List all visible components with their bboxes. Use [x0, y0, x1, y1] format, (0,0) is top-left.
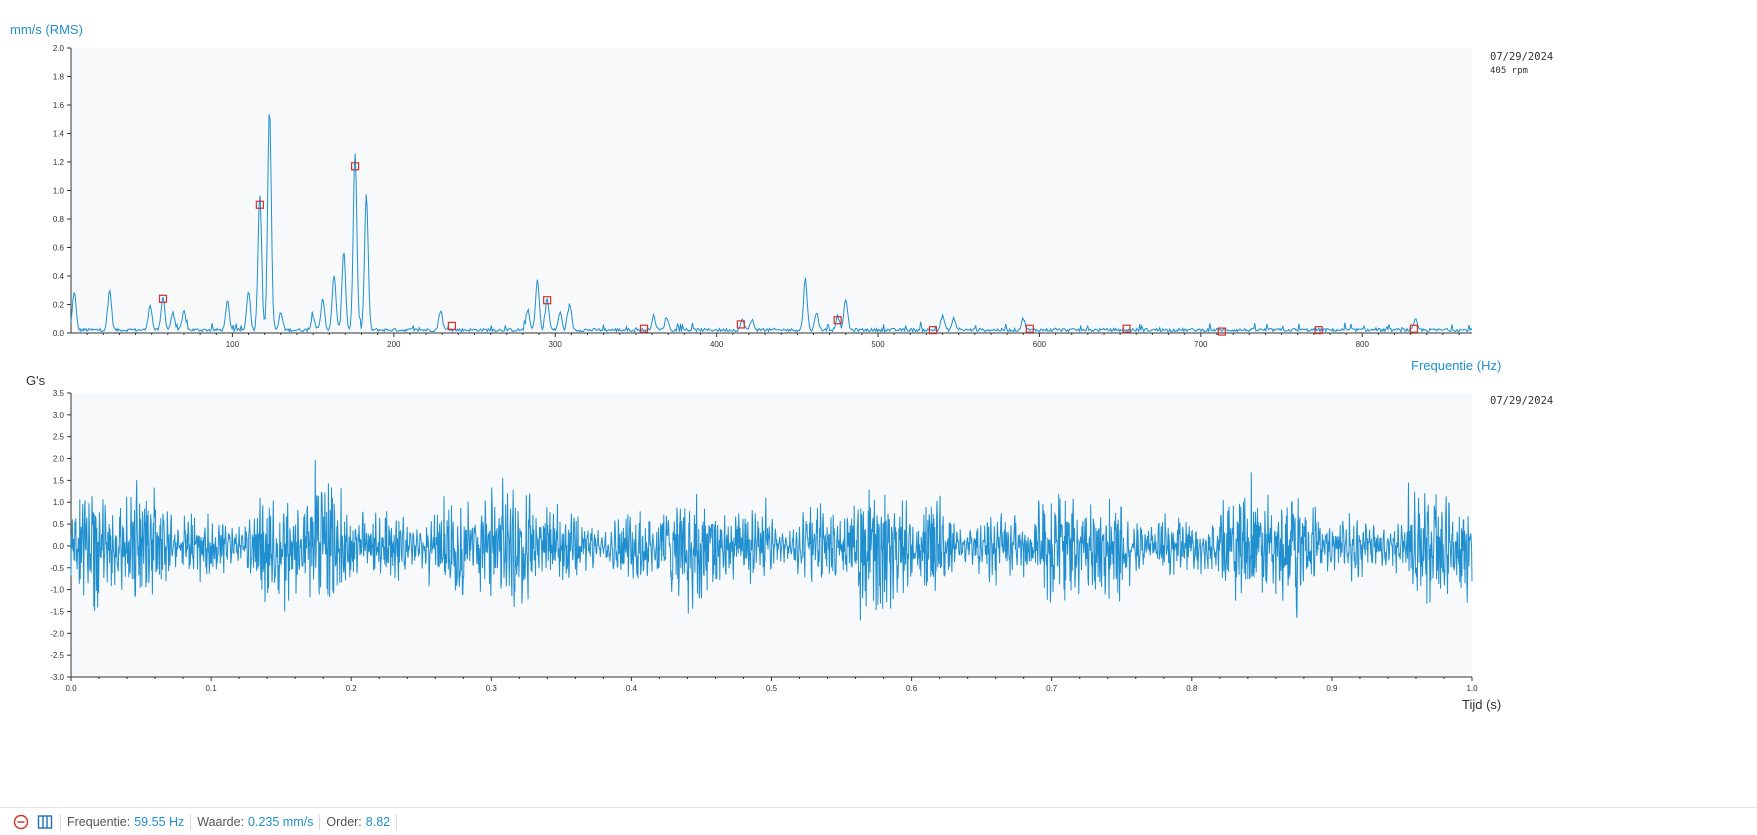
status-frequency-value: 59.55 Hz [134, 814, 185, 829]
spectrum-chart[interactable]: 0.0 0.2 0.4 0.6 0.8 1.0 1.2 1.4 1.6 1.8 2.0 100 200 3… [53, 44, 1473, 349]
spectrum-info: 07/29/2024 405 rpm [1490, 50, 1553, 78]
waveform-x-unit: Tijd (s) [1462, 697, 1502, 712]
waveform-x-tick-label: 0.1 [206, 684, 218, 693]
status-separator [190, 813, 192, 830]
spectrum-y-tick-label: 2.0 [53, 44, 65, 53]
status-frequency-label: Frequentie: [67, 814, 131, 829]
spectrum-series-line [70, 114, 1473, 334]
waveform-y-unit: G's [26, 373, 46, 388]
spectrum-x-tick-label: 300 [549, 340, 563, 349]
waveform-y-tick-label: -0.5 [50, 564, 64, 573]
status-separator [396, 813, 398, 830]
spectrum-x-tick-label: 400 [710, 340, 724, 349]
columns-icon[interactable] [36, 813, 54, 831]
spectrum-x-tick-label: 200 [387, 340, 401, 349]
spectrum-harmonic-marker [639, 324, 649, 333]
spectrum-x-tick-label: 700 [1194, 340, 1208, 349]
waveform-y-tick-label: 0.0 [53, 542, 65, 551]
status-value-label: Waarde: [197, 814, 245, 829]
waveform-y-tick-label: 1.5 [53, 476, 65, 485]
waveform-y-tick-label: 2.5 [53, 433, 65, 442]
spectrum-y-tick-label: 1.0 [53, 187, 65, 196]
waveform-x-tick-label: 0.6 [906, 684, 918, 693]
waveform-x-tick-label: 0.9 [1326, 684, 1338, 693]
spectrum-harmonic-marker [350, 162, 360, 171]
spectrum-harmonic-marker [1314, 326, 1323, 335]
waveform-x-tick-label: 0.3 [486, 684, 498, 693]
waveform-y-tick-label: 3.0 [53, 411, 65, 420]
waveform-x-tick-label: 0.8 [1186, 684, 1198, 693]
remove-circle-icon[interactable] [12, 813, 30, 831]
spectrum-y-tick-label: 0.4 [53, 272, 65, 281]
spectrum-harmonic-marker [158, 294, 168, 303]
spectrum-date: 07/29/2024 [1490, 51, 1554, 63]
spectrum-y-tick-label: 1.2 [53, 158, 65, 167]
spectrum-y-tick-label: 1.4 [53, 130, 65, 139]
spectrum-harmonic-marker [447, 321, 457, 330]
status-order-label: Order: [326, 814, 362, 829]
status-order-value: 8.82 [365, 814, 391, 829]
spectrum-harmonic-marker [928, 326, 938, 335]
spectrum-harmonic-marker [833, 316, 842, 325]
waveform-x-tick-label: 0.5 [766, 684, 778, 693]
spectrum-x-unit: Frequentie (Hz) [1411, 358, 1502, 373]
waveform-x-tick-label: 0.7 [1046, 684, 1058, 693]
spectrum-harmonic-marker [1217, 327, 1226, 336]
waveform-y-tick-label: -2.5 [50, 651, 64, 660]
status-order: Order: 8.82 [326, 815, 390, 829]
charts-canvas[interactable]: 0.0 0.2 0.4 0.6 0.8 1.0 1.2 1.4 1.6 1.8 2.0 100 200 3… [0, 0, 1757, 806]
spectrum-harmonic-marker [1025, 324, 1034, 333]
waveform-x-tick-label: 0.4 [626, 684, 638, 693]
status-value-value: 0.235 mm/s [248, 814, 314, 829]
spectrum-x-tick-label: 800 [1356, 340, 1370, 349]
spectrum-x-tick-label: 500 [871, 340, 885, 349]
waveform-series-line [70, 459, 1473, 621]
waveform-y-tick-label: -1.5 [50, 607, 64, 616]
spectrum-harmonic-marker [1122, 324, 1131, 333]
spectrum-rpm: 405 rpm [1490, 66, 1528, 76]
waveform-chart[interactable]: -3.0 -2.5 -2.0 -1.5 -1.0 -0.5 0.0 0.5 1.0 1.5 2.0 2… [50, 389, 1478, 693]
spectrum-harmonic-marker [1409, 324, 1418, 333]
waveform-y-tick-label: 0.5 [53, 520, 65, 529]
spectrum-y-tick-label: 0.2 [53, 301, 65, 310]
spectrum-y-tick-label: 0.8 [53, 215, 65, 224]
waveform-y-tick-label: 2.0 [53, 455, 65, 464]
spectrum-harmonic-marker [543, 296, 552, 305]
waveform-x-tick-label: 0.0 [65, 684, 77, 693]
spectrum-y-tick-label: 1.6 [53, 101, 65, 110]
waveform-x-tick-label: 0.2 [346, 684, 358, 693]
spectrum-y-unit: mm/s (RMS) [10, 22, 83, 37]
status-bar: Frequentie: 59.55 Hz Waarde: 0.235 mm/s … [0, 807, 1757, 835]
spectrum-y-tick-label: 1.8 [53, 73, 65, 82]
waveform-y-tick-label: -2.0 [50, 629, 64, 638]
status-separator [319, 813, 321, 830]
waveform-y-tick-label: -3.0 [50, 673, 64, 682]
waveform-y-tick-label: 3.5 [53, 389, 65, 398]
spectrum-harmonic-marker [736, 320, 745, 329]
status-value: Waarde: 0.235 mm/s [197, 815, 313, 829]
spectrum-y-tick-label: 0.6 [53, 244, 65, 253]
spectrum-y-tick-label: 0.0 [53, 329, 65, 338]
spectrum-plot-area [71, 48, 1472, 333]
spectrum-x-tick-label: 100 [226, 340, 240, 349]
spectrum-x-tick-label: 600 [1033, 340, 1047, 349]
status-frequency: Frequentie: 59.55 Hz [67, 815, 184, 829]
waveform-x-tick-label: 1.0 [1466, 684, 1478, 693]
status-separator [60, 813, 61, 830]
waveform-y-tick-label: 1.0 [53, 498, 65, 507]
waveform-y-tick-label: -1.0 [50, 586, 64, 595]
spectrum-harmonic-marker [255, 200, 264, 209]
waveform-date: 07/29/2024 [1490, 395, 1554, 407]
